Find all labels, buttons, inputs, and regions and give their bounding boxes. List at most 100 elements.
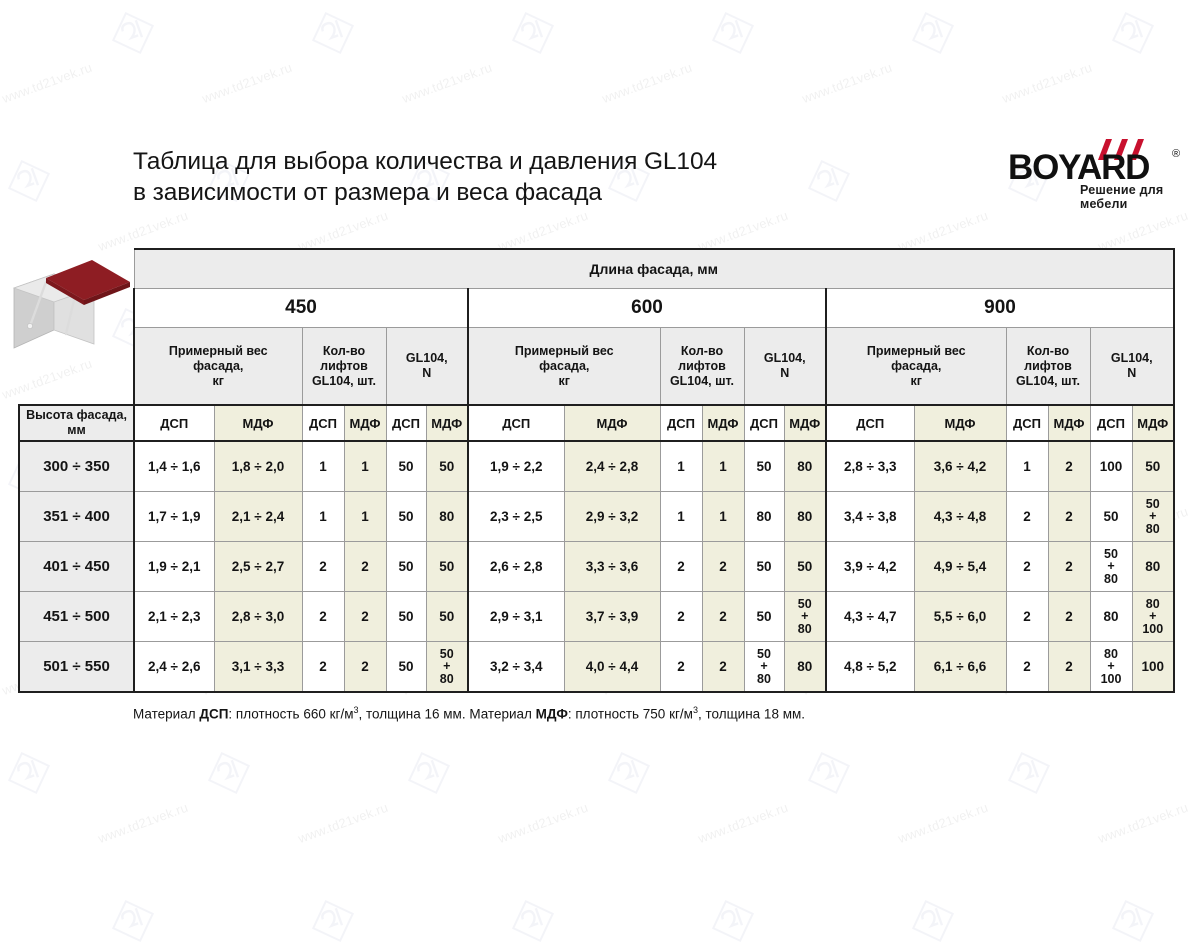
footnote-material-dsp: ДСП (199, 707, 228, 722)
table-cell: 50 (784, 542, 826, 592)
table-cell: 2 (702, 592, 744, 642)
page-title: Таблица для выбора количества и давления… (133, 146, 933, 208)
table-cell: 2 (660, 642, 702, 693)
table-cell: 50 (744, 542, 784, 592)
group-header-450: 450 (134, 289, 468, 328)
table-cell: 3,9 ÷ 4,2 (826, 542, 914, 592)
table-cell: 2 (660, 542, 702, 592)
brand-logo: BOYARD ® Решение для мебели (1008, 138, 1188, 200)
table-cell: 80 (784, 642, 826, 693)
table-cell: 80 (426, 492, 468, 542)
table-cell: 100 (1090, 441, 1132, 492)
table-cell: 1,8 ÷ 2,0 (214, 441, 302, 492)
footnote-mid-2: , толщина 16 мм. Материал (359, 707, 536, 722)
table-cell: 3,7 ÷ 3,9 (564, 592, 660, 642)
table-cell: 50 (744, 592, 784, 642)
cell-value-line: + (787, 610, 824, 623)
cell-value-line: 100 (1093, 673, 1130, 686)
table-cell: 1 (702, 441, 744, 492)
table-cell: 2,5 ÷ 2,7 (214, 542, 302, 592)
table-cell: 3,2 ÷ 3,4 (468, 642, 564, 693)
table-cell: 2 (344, 542, 386, 592)
table-cell: 1 (702, 492, 744, 542)
footnote-material-mdf: МДФ (536, 707, 568, 722)
table-cell: 2 (1048, 441, 1090, 492)
metric-header-450-force: GL104, N (386, 328, 468, 406)
table-cell: 80+100 (1132, 592, 1174, 642)
table-cell: 2,8 ÷ 3,0 (214, 592, 302, 642)
watermark-logo-icon (1104, 892, 1163, 950)
metric-header-600-weight: Примерный вес фасада, кг (468, 328, 660, 406)
mat-header-900-weight-mdf: МДФ (914, 405, 1006, 441)
page-root: Таблица для выбора количества и давления… (0, 0, 1200, 900)
table-cell: 2,8 ÷ 3,3 (826, 441, 914, 492)
cell-value-line: 80 (747, 673, 782, 686)
table-cell: 2 (1048, 492, 1090, 542)
table-cell: 1 (660, 492, 702, 542)
table-cell: 1 (344, 441, 386, 492)
table-cell: 1,9 ÷ 2,1 (134, 542, 214, 592)
page-title-line-1: Таблица для выбора количества и давления… (133, 146, 933, 177)
table-header-row-groups: 450 600 900 (19, 289, 1174, 328)
table-cell: 2 (1048, 542, 1090, 592)
table-cell: 50 (386, 492, 426, 542)
corner-blank (19, 328, 134, 406)
cell-value-line: + (1093, 560, 1130, 573)
table-cell: 50 (426, 441, 468, 492)
table-cell: 2,3 ÷ 2,5 (468, 492, 564, 542)
metric-header-900-force: GL104, N (1090, 328, 1174, 406)
table-cell: 100 (1132, 642, 1174, 693)
mat-header-450-force-dsp: ДСП (386, 405, 426, 441)
row-label-height: 451 ÷ 500 (19, 592, 134, 642)
footnote-mid-1: : плотность 660 кг/м (228, 707, 353, 722)
metric-header-600-force: GL104, N (744, 328, 826, 406)
table-cell: 1,4 ÷ 1,6 (134, 441, 214, 492)
mat-header-900-weight-dsp: ДСП (826, 405, 914, 441)
row-label-height: 351 ÷ 400 (19, 492, 134, 542)
group-header-900: 900 (826, 289, 1174, 328)
mat-header-450-count-mdf: МДФ (344, 405, 386, 441)
watermark-logo-icon (304, 892, 363, 950)
footnote-end: , толщина 18 мм. (698, 707, 805, 722)
table-cell: 50 (386, 592, 426, 642)
table-cell: 3,1 ÷ 3,3 (214, 642, 302, 693)
metric-header-450-count: Кол-во лифтов GL104, шт. (302, 328, 386, 406)
table-cell: 1 (302, 441, 344, 492)
table-header-row-length: Длина фасада, мм (19, 249, 1174, 289)
table-cell: 4,3 ÷ 4,7 (826, 592, 914, 642)
metric-header-900-count: Кол-во лифтов GL104, шт. (1006, 328, 1090, 406)
watermark-logo-icon (104, 892, 163, 950)
cell-value-line: 100 (1135, 623, 1172, 636)
mat-header-600-force-dsp: ДСП (744, 405, 784, 441)
footnote-prefix: Материал (133, 707, 199, 722)
table-cell: 2 (344, 642, 386, 693)
table-cell: 4,8 ÷ 5,2 (826, 642, 914, 693)
table-cell: 50+80 (1090, 542, 1132, 592)
table-cell: 2 (1048, 592, 1090, 642)
table-cell: 2 (702, 542, 744, 592)
table-cell: 50 (426, 542, 468, 592)
mat-header-450-weight-mdf: МДФ (214, 405, 302, 441)
table-cell: 1,7 ÷ 1,9 (134, 492, 214, 542)
table-cell: 2 (1006, 492, 1048, 542)
mat-header-900-force-dsp: ДСП (1090, 405, 1132, 441)
row-label-height: 300 ÷ 350 (19, 441, 134, 492)
table-cell: 3,4 ÷ 3,8 (826, 492, 914, 542)
table-cell: 2 (660, 592, 702, 642)
brand-tagline: Решение для мебели (1080, 183, 1188, 211)
table-cell: 1 (302, 492, 344, 542)
table-cell: 2 (1006, 542, 1048, 592)
table-header-row-metrics: Примерный вес фасада, кг Кол-во лифтов G… (19, 328, 1174, 406)
table-cell: 50 (744, 441, 784, 492)
table-cell: 50+80 (744, 642, 784, 693)
registered-trademark-icon: ® (1172, 148, 1180, 160)
mat-header-900-force-mdf: МДФ (1132, 405, 1174, 441)
page-title-line-2: в зависимости от размера и веса фасада (133, 177, 933, 208)
table-cell: 80 (744, 492, 784, 542)
table-cell: 2 (702, 642, 744, 693)
cell-value-line: + (1093, 660, 1130, 673)
materials-footnote: Материал ДСП: плотность 660 кг/м3, толщи… (133, 705, 805, 722)
